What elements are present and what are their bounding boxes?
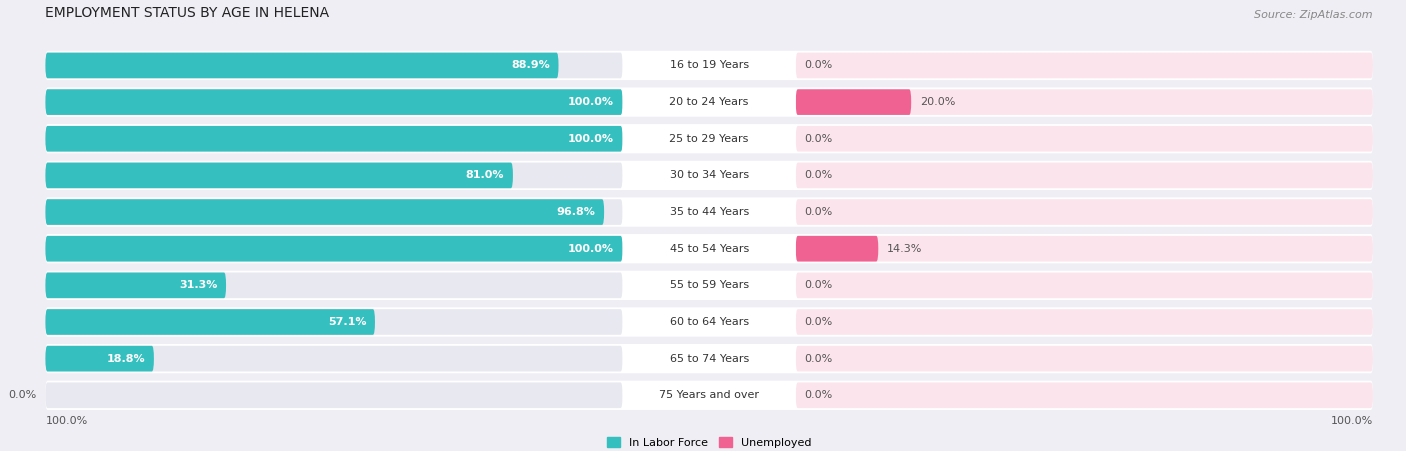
Text: 75 Years and over: 75 Years and over xyxy=(659,390,759,400)
FancyBboxPatch shape xyxy=(45,344,1374,373)
FancyBboxPatch shape xyxy=(45,89,623,115)
FancyBboxPatch shape xyxy=(623,199,796,225)
FancyBboxPatch shape xyxy=(623,236,796,262)
Text: 65 to 74 Years: 65 to 74 Years xyxy=(669,354,749,364)
FancyBboxPatch shape xyxy=(45,199,605,225)
Text: 100.0%: 100.0% xyxy=(568,134,614,144)
Text: 20.0%: 20.0% xyxy=(920,97,955,107)
FancyBboxPatch shape xyxy=(623,89,796,115)
FancyBboxPatch shape xyxy=(796,89,1374,115)
Text: 16 to 19 Years: 16 to 19 Years xyxy=(669,60,749,70)
Text: 0.0%: 0.0% xyxy=(804,60,832,70)
Legend: In Labor Force, Unemployed: In Labor Force, Unemployed xyxy=(602,433,815,451)
FancyBboxPatch shape xyxy=(45,126,623,152)
Text: 20 to 24 Years: 20 to 24 Years xyxy=(669,97,749,107)
FancyBboxPatch shape xyxy=(45,162,623,188)
FancyBboxPatch shape xyxy=(623,309,796,335)
FancyBboxPatch shape xyxy=(623,126,796,152)
FancyBboxPatch shape xyxy=(45,236,623,262)
Text: 25 to 29 Years: 25 to 29 Years xyxy=(669,134,749,144)
Text: 0.0%: 0.0% xyxy=(804,390,832,400)
FancyBboxPatch shape xyxy=(796,346,1374,372)
FancyBboxPatch shape xyxy=(45,53,558,78)
FancyBboxPatch shape xyxy=(45,381,1374,410)
Text: 35 to 44 Years: 35 to 44 Years xyxy=(669,207,749,217)
FancyBboxPatch shape xyxy=(623,162,796,188)
FancyBboxPatch shape xyxy=(796,382,1374,408)
FancyBboxPatch shape xyxy=(45,272,226,298)
Text: 14.3%: 14.3% xyxy=(887,244,922,254)
Text: 0.0%: 0.0% xyxy=(804,207,832,217)
FancyBboxPatch shape xyxy=(796,272,1374,298)
FancyBboxPatch shape xyxy=(45,382,623,408)
Text: 0.0%: 0.0% xyxy=(804,134,832,144)
FancyBboxPatch shape xyxy=(796,126,1374,152)
Text: 100.0%: 100.0% xyxy=(568,97,614,107)
FancyBboxPatch shape xyxy=(45,234,1374,263)
FancyBboxPatch shape xyxy=(796,53,1374,78)
FancyBboxPatch shape xyxy=(45,198,1374,227)
FancyBboxPatch shape xyxy=(796,89,911,115)
FancyBboxPatch shape xyxy=(45,199,623,225)
FancyBboxPatch shape xyxy=(623,272,796,298)
FancyBboxPatch shape xyxy=(45,89,623,115)
Text: Source: ZipAtlas.com: Source: ZipAtlas.com xyxy=(1254,9,1374,20)
Text: 0.0%: 0.0% xyxy=(804,170,832,180)
FancyBboxPatch shape xyxy=(623,53,796,78)
Text: 100.0%: 100.0% xyxy=(45,416,87,426)
FancyBboxPatch shape xyxy=(45,309,375,335)
FancyBboxPatch shape xyxy=(45,309,623,335)
FancyBboxPatch shape xyxy=(45,53,623,78)
Text: 100.0%: 100.0% xyxy=(1330,416,1374,426)
FancyBboxPatch shape xyxy=(796,309,1374,335)
Text: 31.3%: 31.3% xyxy=(179,281,218,290)
Text: 45 to 54 Years: 45 to 54 Years xyxy=(669,244,749,254)
Text: 81.0%: 81.0% xyxy=(465,170,505,180)
FancyBboxPatch shape xyxy=(45,346,623,372)
FancyBboxPatch shape xyxy=(796,162,1374,188)
FancyBboxPatch shape xyxy=(796,236,1374,262)
FancyBboxPatch shape xyxy=(45,236,623,262)
Text: 55 to 59 Years: 55 to 59 Years xyxy=(669,281,749,290)
Text: 0.0%: 0.0% xyxy=(804,281,832,290)
FancyBboxPatch shape xyxy=(45,161,1374,190)
FancyBboxPatch shape xyxy=(623,382,796,408)
Text: 0.0%: 0.0% xyxy=(804,354,832,364)
Text: 100.0%: 100.0% xyxy=(568,244,614,254)
FancyBboxPatch shape xyxy=(45,271,1374,300)
Text: 0.0%: 0.0% xyxy=(8,390,37,400)
FancyBboxPatch shape xyxy=(45,126,623,152)
FancyBboxPatch shape xyxy=(45,162,513,188)
FancyBboxPatch shape xyxy=(45,346,153,372)
FancyBboxPatch shape xyxy=(796,199,1374,225)
Text: EMPLOYMENT STATUS BY AGE IN HELENA: EMPLOYMENT STATUS BY AGE IN HELENA xyxy=(45,6,329,20)
Text: 18.8%: 18.8% xyxy=(107,354,145,364)
Text: 96.8%: 96.8% xyxy=(557,207,596,217)
FancyBboxPatch shape xyxy=(45,87,1374,117)
Text: 60 to 64 Years: 60 to 64 Years xyxy=(669,317,749,327)
Text: 30 to 34 Years: 30 to 34 Years xyxy=(669,170,749,180)
FancyBboxPatch shape xyxy=(45,124,1374,153)
FancyBboxPatch shape xyxy=(45,272,623,298)
Text: 0.0%: 0.0% xyxy=(804,317,832,327)
FancyBboxPatch shape xyxy=(623,346,796,372)
FancyBboxPatch shape xyxy=(796,236,879,262)
Text: 57.1%: 57.1% xyxy=(328,317,367,327)
Text: 88.9%: 88.9% xyxy=(512,60,550,70)
FancyBboxPatch shape xyxy=(45,51,1374,80)
FancyBboxPatch shape xyxy=(45,307,1374,336)
